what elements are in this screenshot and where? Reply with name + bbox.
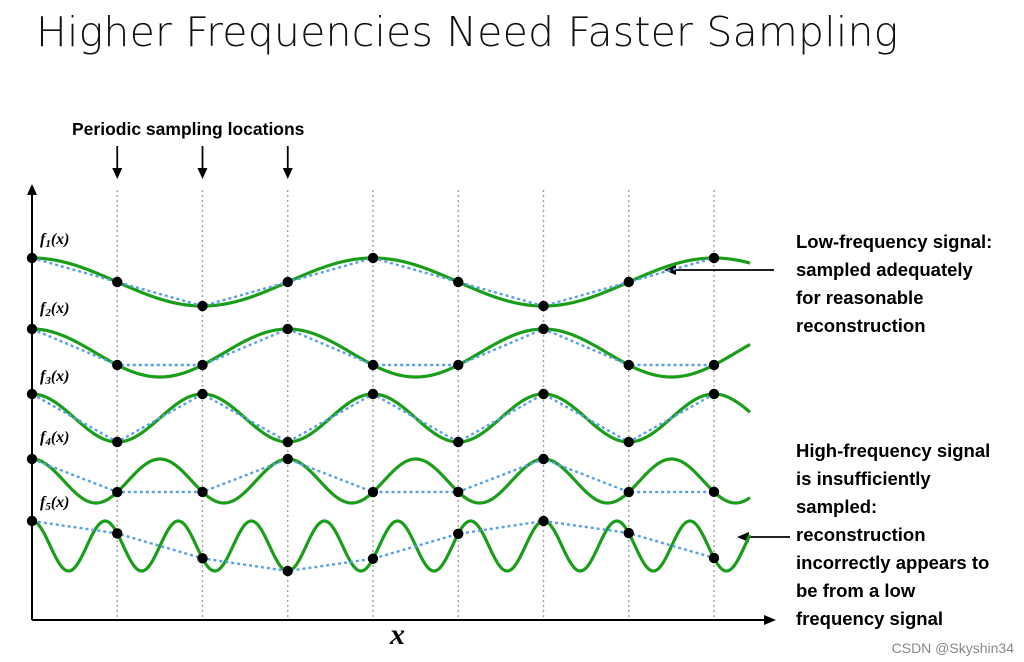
high-note-pointer-head	[737, 532, 749, 542]
sample-point	[367, 252, 379, 264]
signal-curve	[31, 392, 752, 444]
high-note-line: incorrectly appears to	[796, 552, 990, 573]
sample-point	[282, 323, 293, 335]
sampling-gridlines	[116, 190, 715, 618]
high-note-line: High-frequency signal	[796, 440, 991, 461]
low-note-line: Low-frequency signal:	[796, 231, 993, 252]
sample-point	[538, 515, 549, 527]
sample-point	[708, 486, 720, 498]
sample-point	[453, 276, 464, 288]
sample-point	[623, 276, 634, 288]
low-note-line: for reasonable	[796, 287, 924, 308]
sample-point	[197, 553, 208, 564]
sample-point	[367, 359, 379, 371]
signal-curve	[31, 256, 751, 308]
sample-point	[197, 486, 208, 498]
sample-point	[623, 527, 634, 539]
sample-point	[197, 300, 208, 312]
low-frequency-note: Low-frequency signal: sampled adequately…	[796, 228, 992, 340]
watermark: CSDN @Skyshin34	[891, 640, 1014, 656]
sample-points	[26, 252, 720, 577]
high-note-line: frequency signal	[796, 608, 944, 629]
signal-labels: f1(x) f2(x) f3(x) f4(x) f5(x)	[40, 231, 69, 513]
sample-point	[708, 359, 720, 371]
sample-point	[112, 486, 123, 498]
signal-label: f3(x)	[40, 368, 69, 387]
sample-point	[26, 252, 38, 264]
signal-label: f1(x)	[40, 231, 69, 250]
high-note-line: is insufficiently	[796, 468, 931, 489]
high-note-line: sampled:	[796, 496, 878, 517]
sample-point	[367, 486, 379, 498]
sample-point	[282, 565, 293, 577]
sampling-arrows	[112, 146, 293, 179]
low-note-line: sampled adequately	[796, 259, 973, 280]
sampling-arrow-head	[112, 168, 123, 179]
signal-curve	[31, 519, 752, 573]
sample-point	[112, 528, 123, 539]
signal-curve	[31, 327, 751, 379]
sample-point	[453, 528, 464, 540]
axes	[27, 184, 776, 625]
sample-point	[708, 552, 720, 564]
sample-point	[538, 453, 549, 465]
sample-point	[367, 553, 379, 564]
sample-point	[112, 359, 123, 371]
sample-point	[197, 388, 208, 400]
sample-point	[453, 359, 464, 371]
sample-point	[538, 388, 549, 400]
sample-point	[26, 515, 38, 527]
sample-point	[282, 453, 293, 465]
signal-label: f5(x)	[40, 494, 69, 513]
sample-point	[282, 276, 293, 288]
sample-point	[112, 436, 123, 448]
signal-curve	[31, 457, 751, 505]
sample-point	[623, 436, 634, 448]
sample-point	[26, 388, 38, 400]
sample-point	[453, 436, 464, 448]
sample-point	[538, 300, 549, 312]
reconstruction-curve	[31, 519, 715, 573]
sample-point	[112, 276, 123, 288]
high-note-line: be from a low	[796, 580, 916, 601]
sample-point	[453, 486, 464, 498]
sample-point	[367, 388, 379, 400]
sample-point	[197, 359, 208, 371]
x-axis-arrowhead	[764, 615, 776, 625]
sample-point	[26, 453, 38, 465]
sample-point	[708, 388, 720, 400]
sample-point	[26, 323, 38, 335]
sampling-locations-label: Periodic sampling locations	[72, 119, 305, 139]
sampling-arrow-head	[282, 168, 293, 179]
y-axis-arrowhead	[27, 184, 37, 195]
signal-curves	[31, 256, 752, 573]
sample-point	[623, 486, 634, 498]
sampling-arrow-head	[197, 168, 208, 179]
high-frequency-note: High-frequency signal is insufficiently …	[796, 437, 990, 633]
x-axis-label: x	[390, 618, 405, 651]
sample-point	[623, 359, 634, 371]
high-note-line: reconstruction	[796, 524, 926, 545]
page-title: Higher Frequencies Need Faster Sampling	[36, 8, 899, 56]
sample-point	[538, 323, 549, 335]
signal-label: f4(x)	[40, 429, 69, 448]
sample-point	[282, 436, 293, 448]
low-note-line: reconstruction	[796, 315, 926, 336]
signal-label: f2(x)	[40, 300, 69, 319]
sample-point	[708, 252, 720, 264]
